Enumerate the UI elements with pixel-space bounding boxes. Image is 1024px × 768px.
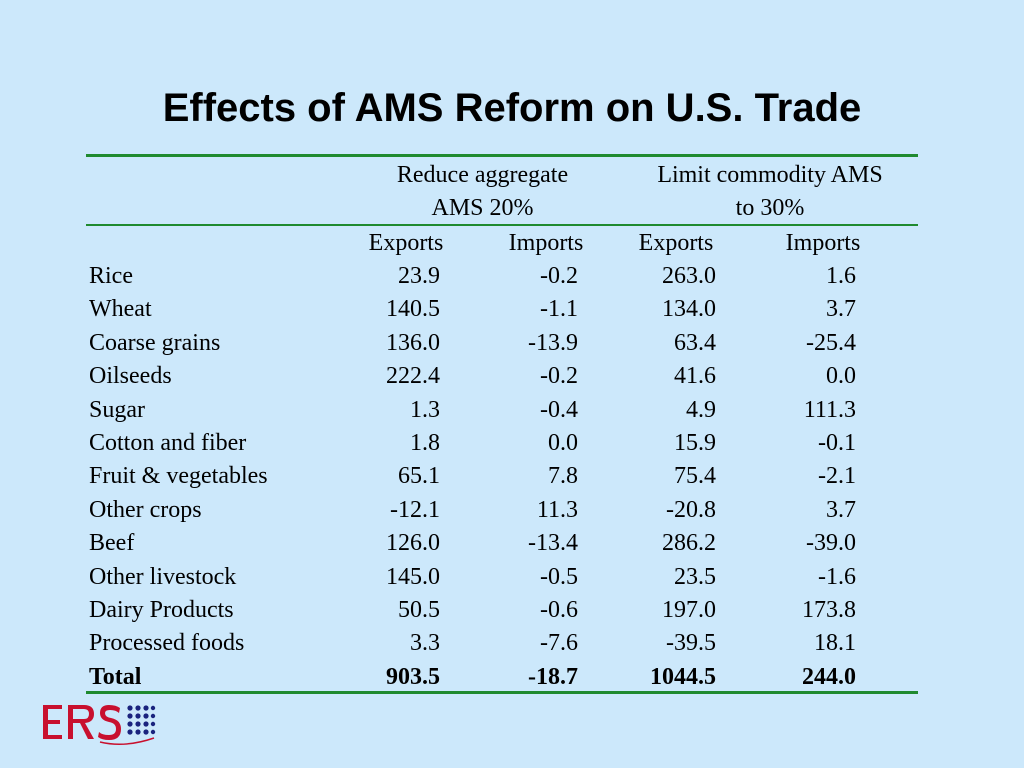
row-label: Cotton and fiber — [89, 430, 247, 456]
cell-value: 7.8 — [548, 463, 578, 489]
cell-value: 3.3 — [410, 630, 440, 656]
header-rule — [86, 224, 918, 226]
cell-value: 23.9 — [398, 263, 440, 289]
row-label: Rice — [89, 263, 133, 289]
ers-logo-letters — [43, 705, 121, 740]
row-label: Other livestock — [89, 564, 237, 590]
cell-value: -0.6 — [540, 597, 578, 623]
group-1-line-2: AMS 20% — [431, 195, 534, 221]
row-label: Dairy Products — [89, 597, 234, 623]
cell-value: -0.4 — [540, 397, 578, 423]
cell-value: -2.1 — [818, 463, 856, 489]
cell-value: 1.3 — [410, 397, 440, 423]
cell-value: -18.7 — [528, 664, 578, 690]
group-2-line-1: Limit commodity AMS — [657, 162, 883, 188]
top-rule — [86, 154, 918, 157]
row-label: Coarse grains — [89, 330, 221, 356]
bottom-rule — [86, 691, 918, 694]
cell-value: 903.5 — [386, 664, 440, 690]
cell-value: -25.4 — [806, 330, 856, 356]
cell-value: 3.7 — [826, 497, 856, 523]
cell-value: 173.8 — [802, 597, 856, 623]
cell-value: -7.6 — [540, 630, 578, 656]
cell-value: -1.6 — [818, 564, 856, 590]
cell-value: 1.8 — [410, 430, 440, 456]
cell-value: 50.5 — [398, 597, 440, 623]
cell-value: -13.9 — [528, 330, 578, 356]
cell-value: 18.1 — [814, 630, 856, 656]
cell-value: 263.0 — [662, 263, 716, 289]
cell-value: 244.0 — [802, 664, 856, 690]
cell-value: 197.0 — [662, 597, 716, 623]
row-label: Wheat — [89, 296, 152, 322]
cell-value: 11.3 — [536, 497, 578, 523]
cell-value: -0.2 — [540, 263, 578, 289]
cell-value: -0.2 — [540, 363, 578, 389]
cell-value: 1044.5 — [650, 664, 716, 690]
slide-title: Effects of AMS Reform on U.S. Trade — [162, 86, 862, 130]
cell-value: 126.0 — [386, 530, 440, 556]
row-label: Total — [89, 664, 142, 690]
cell-value: 1.6 — [826, 263, 856, 289]
cell-value: -39.0 — [806, 530, 856, 556]
cell-value: 134.0 — [662, 296, 716, 322]
cell-value: 65.1 — [398, 463, 440, 489]
group-2-line-2: to 30% — [735, 195, 805, 221]
ers-logo — [43, 705, 156, 745]
cell-value: 140.5 — [386, 296, 440, 322]
cell-value: 23.5 — [674, 564, 716, 590]
cell-value: 4.9 — [686, 397, 716, 423]
cell-value: 0.0 — [548, 430, 578, 456]
cell-value: 75.4 — [674, 463, 716, 489]
cell-value: 222.4 — [386, 363, 440, 389]
cell-value: 136.0 — [386, 330, 440, 356]
cell-value: -20.8 — [666, 497, 716, 523]
subheader-exports-2: Exports — [638, 230, 714, 256]
ers-logo-dots — [127, 705, 156, 735]
cell-value: -39.5 — [666, 630, 716, 656]
row-label: Processed foods — [89, 630, 245, 656]
row-label: Sugar — [89, 397, 145, 423]
cell-value: 3.7 — [826, 296, 856, 322]
subheader-imports-1: Imports — [508, 230, 584, 256]
cell-value: 41.6 — [674, 363, 716, 389]
row-label: Beef — [89, 530, 135, 556]
group-1-line-1: Reduce aggregate — [396, 162, 569, 188]
cell-value: -0.1 — [818, 430, 856, 456]
row-label: Fruit & vegetables — [89, 463, 268, 489]
cell-value: 15.9 — [674, 430, 716, 456]
cell-value: 0.0 — [826, 363, 856, 389]
cell-value: 145.0 — [386, 564, 440, 590]
cell-value: 111.3 — [803, 397, 856, 423]
cell-value: -13.4 — [528, 530, 578, 556]
row-label: Oilseeds — [89, 363, 172, 389]
cell-value: 286.2 — [662, 530, 716, 556]
subheader-exports-1: Exports — [368, 230, 444, 256]
row-label: Other crops — [89, 497, 202, 523]
cell-value: -0.5 — [540, 564, 578, 590]
cell-value: -12.1 — [390, 497, 440, 523]
cell-value: -1.1 — [540, 296, 578, 322]
cell-value: 63.4 — [674, 330, 716, 356]
subheader-imports-2: Imports — [785, 230, 861, 256]
